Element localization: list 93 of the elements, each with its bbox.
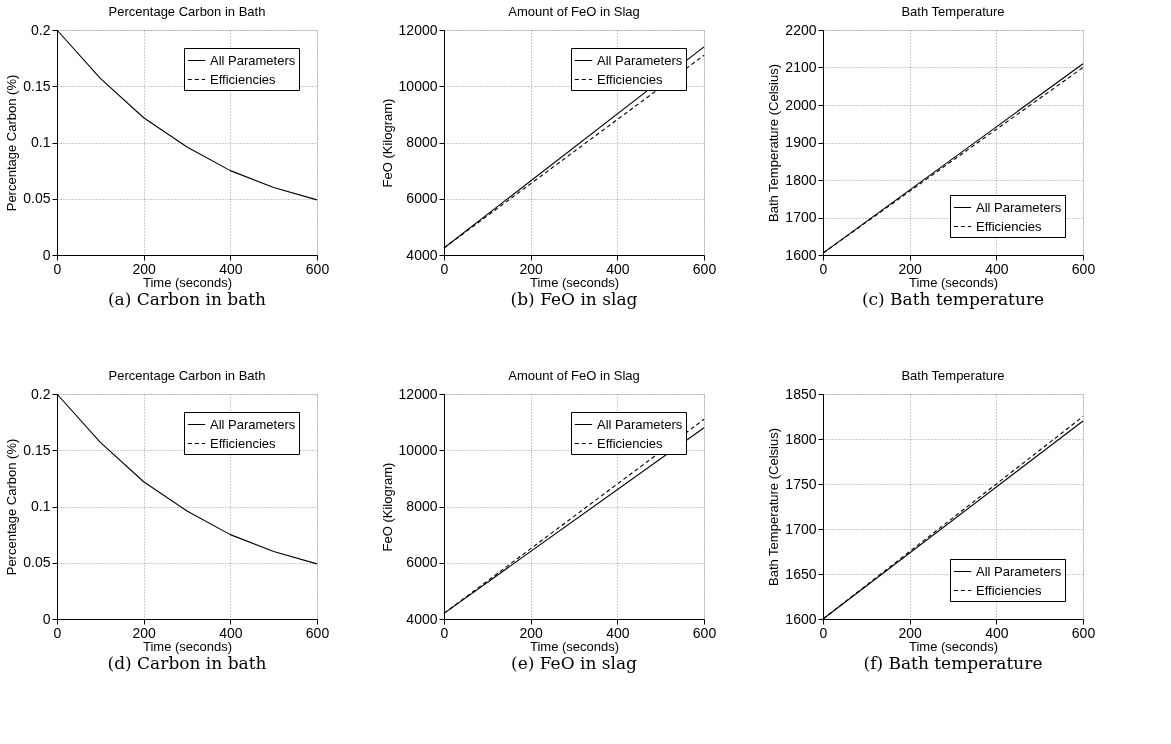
y-tick-label: 1650 bbox=[785, 565, 817, 582]
legend-label: All Parameters bbox=[597, 52, 683, 68]
legend-label: All Parameters bbox=[976, 199, 1062, 215]
x-axis-title: Time (seconds) bbox=[142, 638, 233, 654]
chart-title: Bath Temperature bbox=[901, 4, 1005, 19]
x-tick-label: 600 bbox=[305, 624, 330, 641]
legend-label: All Parameters bbox=[976, 563, 1062, 579]
legend-label: Efficiencies bbox=[210, 71, 277, 87]
y-axis-title: Bath Temperature (Celsius) bbox=[766, 428, 782, 586]
y-axis-title: Bath Temperature (Celsius) bbox=[766, 64, 782, 222]
x-axis-title: Time (seconds) bbox=[908, 638, 999, 654]
x-tick-label: 0 bbox=[440, 260, 449, 277]
x-tick-label: 200 bbox=[519, 624, 544, 641]
y-tick-label: 2000 bbox=[785, 96, 817, 113]
y-tick-label: 1600 bbox=[785, 610, 817, 627]
chart-title: Amount of FeO in Slag bbox=[508, 4, 640, 19]
x-tick-label: 400 bbox=[219, 260, 243, 277]
y-tick-label: 1900 bbox=[785, 134, 817, 150]
y-tick-label: 4000 bbox=[406, 610, 438, 627]
y-tick-label: 1850 bbox=[785, 385, 817, 402]
legend-label: All Parameters bbox=[210, 52, 296, 68]
legend-label: Efficiencies bbox=[597, 71, 664, 87]
legend-label: Efficiencies bbox=[976, 218, 1043, 234]
y-tick-label: 1600 bbox=[785, 246, 817, 263]
y-tick-label: 1700 bbox=[785, 520, 817, 537]
y-axis-title: FeO (Kilogram) bbox=[379, 462, 395, 552]
x-tick-label: 600 bbox=[692, 624, 717, 641]
x-tick-label: 600 bbox=[1071, 260, 1096, 277]
x-axis-title: Time (seconds) bbox=[908, 274, 999, 290]
y-tick-label: 2100 bbox=[785, 59, 817, 75]
x-tick-label: 200 bbox=[132, 624, 157, 641]
x-tick-label: 200 bbox=[519, 260, 544, 277]
x-tick-label: 200 bbox=[898, 624, 923, 641]
y-tick-label: 10000 bbox=[398, 441, 438, 458]
y-tick-label: 8000 bbox=[406, 498, 438, 514]
x-tick-label: 200 bbox=[898, 260, 923, 277]
x-tick-label: 200 bbox=[132, 260, 157, 277]
x-axis-title: Time (seconds) bbox=[142, 274, 233, 290]
y-tick-label: 1800 bbox=[785, 430, 817, 447]
y-axis-title: Percentage Carbon (%) bbox=[4, 74, 20, 212]
x-tick-label: 600 bbox=[305, 260, 330, 277]
x-tick-label: 600 bbox=[692, 260, 717, 277]
legend-label: All Parameters bbox=[597, 416, 683, 432]
x-tick-label: 400 bbox=[219, 624, 243, 641]
y-tick-label: 6000 bbox=[406, 190, 438, 207]
y-tick-label: 6000 bbox=[406, 554, 438, 571]
y-tick-label: 12000 bbox=[398, 21, 438, 38]
legend-label: All Parameters bbox=[210, 416, 296, 432]
legend-label: Efficiencies bbox=[210, 435, 277, 451]
chart-title: Amount of FeO in Slag bbox=[508, 368, 640, 383]
x-axis-title: Time (seconds) bbox=[529, 274, 620, 290]
text: (e) FeO in slag bbox=[511, 653, 638, 673]
x-tick-label: 0 bbox=[819, 260, 828, 277]
y-tick-label: 0.1 bbox=[31, 134, 51, 150]
y-tick-label: 8000 bbox=[406, 134, 438, 150]
y-tick-label: 1800 bbox=[785, 171, 817, 188]
x-tick-label: 0 bbox=[440, 624, 449, 641]
chart-title: Bath Temperature bbox=[901, 368, 1005, 383]
y-tick-label: 0.15 bbox=[23, 441, 51, 458]
y-tick-label: 0.15 bbox=[23, 77, 51, 94]
y-tick-label: 1700 bbox=[785, 209, 817, 225]
x-tick-label: 0 bbox=[53, 624, 62, 641]
legend-label: Efficiencies bbox=[976, 582, 1043, 598]
text: (a) Carbon in bath bbox=[107, 289, 267, 309]
text: (d) Carbon in bath bbox=[107, 653, 267, 673]
y-tick-label: 0.2 bbox=[31, 21, 51, 38]
y-axis-title: FeO (Kilogram) bbox=[379, 98, 395, 188]
y-tick-label: 12000 bbox=[398, 385, 438, 402]
y-tick-label: 1750 bbox=[785, 475, 817, 492]
text: (f) Bath temperature bbox=[863, 653, 1043, 673]
y-tick-label: 0.2 bbox=[31, 385, 51, 402]
y-tick-label: 0.05 bbox=[23, 190, 51, 207]
chart-title: Percentage Carbon in Bath bbox=[108, 4, 266, 19]
x-tick-label: 400 bbox=[606, 624, 630, 641]
y-tick-label: 0 bbox=[42, 246, 51, 263]
y-tick-label: 0 bbox=[42, 610, 51, 627]
legend-label: Efficiencies bbox=[597, 435, 664, 451]
x-tick-label: 400 bbox=[606, 260, 630, 277]
x-tick-label: 0 bbox=[53, 260, 62, 277]
y-tick-label: 0.05 bbox=[23, 554, 51, 571]
x-axis-title: Time (seconds) bbox=[529, 638, 620, 654]
y-tick-label: 4000 bbox=[406, 246, 438, 263]
y-tick-label: 10000 bbox=[398, 77, 438, 94]
chart-title: Percentage Carbon in Bath bbox=[108, 368, 266, 383]
x-tick-label: 600 bbox=[1071, 624, 1096, 641]
y-tick-label: 0.1 bbox=[31, 498, 51, 514]
x-tick-label: 0 bbox=[819, 624, 828, 641]
x-tick-label: 400 bbox=[985, 260, 1009, 277]
text: (b) FeO in slag bbox=[510, 289, 638, 309]
text: (c) Bath temperature bbox=[861, 289, 1045, 309]
y-axis-title: Percentage Carbon (%) bbox=[4, 438, 20, 576]
y-tick-label: 2200 bbox=[785, 21, 817, 38]
x-tick-label: 400 bbox=[985, 624, 1009, 641]
